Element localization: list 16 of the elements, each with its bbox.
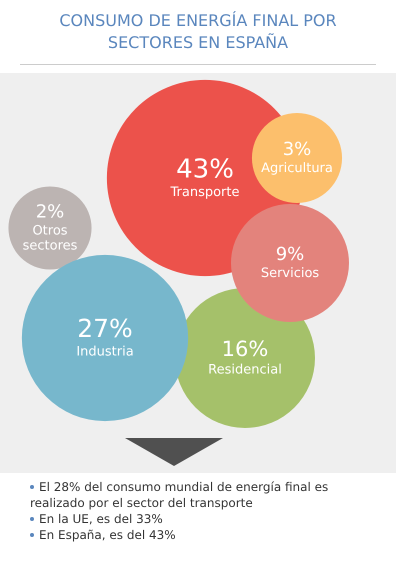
data-label: 2% (36, 202, 64, 223)
text: El 28% del consumo mundial de energía final es realizado por el sector del transporte (30, 479, 330, 511)
category-label: Servicios (260, 266, 320, 281)
data-label: 16% (222, 336, 268, 361)
text: En la UE, es del 33% (38, 511, 164, 527)
data-label: 3% (282, 139, 312, 160)
category-label: Industria (76, 344, 134, 360)
text: CONSUMO DE ENERGÍA FINAL POR SECTORES EN ESPAÑA (58, 10, 338, 54)
category-label: Agricultura (261, 160, 333, 176)
text: En España, es del 43% (38, 527, 177, 543)
category-label: Otros sectores (22, 223, 78, 254)
data-label: 27% (77, 314, 133, 343)
data-label: 43% (176, 154, 234, 184)
category-label: Transporte (170, 184, 240, 200)
data-label: 9% (276, 244, 304, 266)
category-label: Residencial (208, 362, 282, 378)
